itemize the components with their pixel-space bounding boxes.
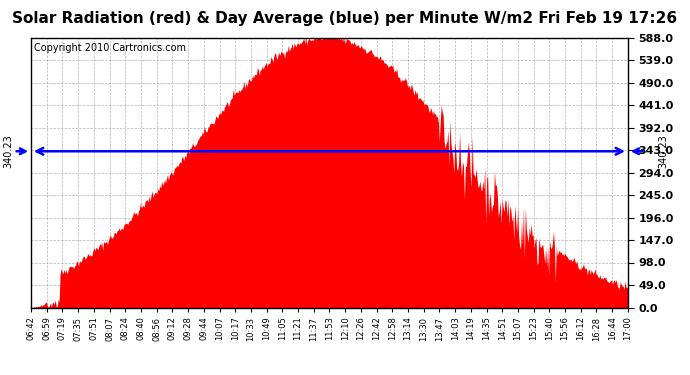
Text: Solar Radiation (red) & Day Average (blue) per Minute W/m2 Fri Feb 19 17:26: Solar Radiation (red) & Day Average (blu…: [12, 11, 678, 26]
Text: 340.23: 340.23: [659, 134, 669, 168]
Text: Copyright 2010 Cartronics.com: Copyright 2010 Cartronics.com: [34, 43, 186, 53]
Text: 340.23: 340.23: [3, 134, 13, 168]
